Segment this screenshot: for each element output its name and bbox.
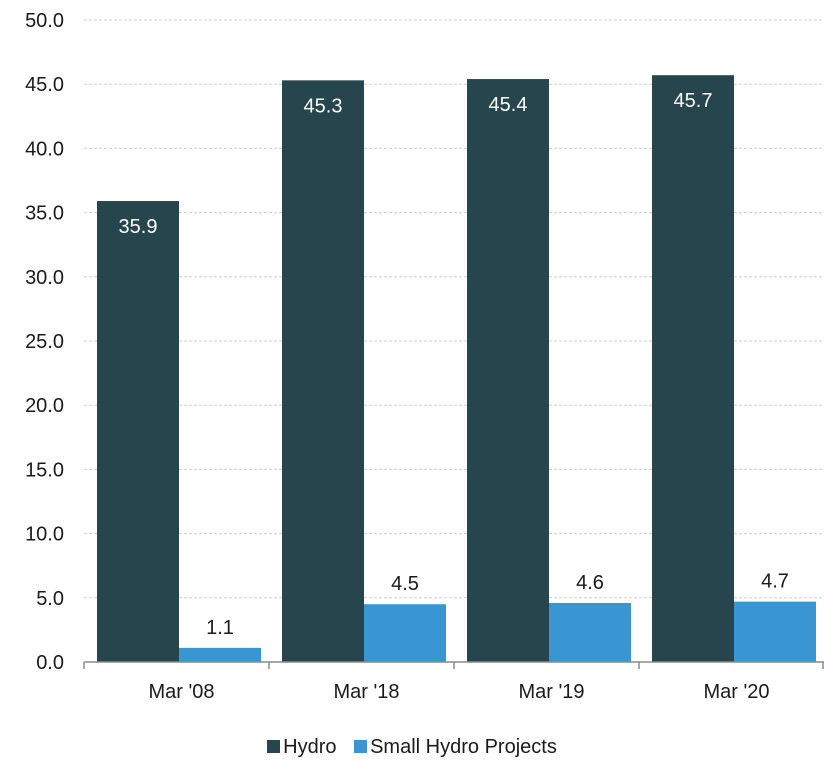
bar-hydro: [652, 75, 734, 663]
bar-hydro: [282, 80, 364, 662]
y-tick-label: 50.0: [25, 10, 64, 32]
legend-swatch-small-hydro-projects: [354, 740, 368, 753]
legend-swatch-hydro: [267, 740, 281, 753]
data-label: 35.9: [119, 216, 158, 238]
legend-label-small-hydro-projects: Small Hydro Projects: [370, 736, 557, 758]
data-label: 45.3: [304, 95, 343, 117]
bar-small-hydro-projects: [179, 647, 261, 662]
bar-hydro: [467, 79, 549, 662]
data-label: 4.5: [391, 573, 419, 595]
data-labels: 35.9 1.1 45.3 4.5 45.4 4.6 45.7 4.7: [119, 90, 789, 639]
bar-small-hydro-projects: [734, 601, 816, 662]
y-tick-label: 45.0: [25, 74, 64, 96]
y-tick-label: 20.0: [25, 395, 64, 417]
y-tick-label: 15.0: [25, 459, 64, 481]
x-axis-tick-labels: Mar '08 Mar '18 Mar '19 Mar '20: [148, 681, 769, 703]
y-tick-label: 25.0: [25, 331, 64, 353]
y-tick-label: 30.0: [25, 267, 64, 289]
data-label: 45.7: [674, 90, 713, 112]
data-label: 4.7: [761, 571, 789, 593]
bar-small-hydro-projects: [364, 604, 446, 662]
x-tick-label: Mar '18: [333, 681, 399, 703]
y-tick-label: 5.0: [36, 588, 64, 610]
bar-small-hydro-projects: [549, 602, 631, 662]
legend-item-hydro: Hydro: [267, 736, 337, 759]
y-tick-label: 35.0: [25, 203, 64, 225]
y-tick-label: 10.0: [25, 524, 64, 546]
legend-item-small-hydro-projects: Small Hydro Projects: [354, 736, 557, 759]
legend: Hydro Small Hydro Projects: [0, 736, 824, 759]
bar-hydro: [97, 201, 179, 662]
legend-label-hydro: Hydro: [283, 736, 337, 758]
y-tick-label: 0.0: [36, 652, 64, 674]
y-axis-tick-labels: 0.0 5.0 10.0 15.0 20.0 25.0 30.0 35.0 40.0 45.0 50…: [25, 10, 64, 674]
x-tick-label: Mar '20: [703, 681, 769, 703]
data-label: 4.6: [576, 572, 604, 594]
y-tick-label: 40.0: [25, 138, 64, 160]
bars: [97, 75, 816, 663]
x-tick-label: Mar '08: [148, 681, 214, 703]
x-axis: [83, 661, 824, 669]
x-tick-label: Mar '19: [518, 681, 584, 703]
data-label: 45.4: [489, 94, 528, 116]
data-label: 1.1: [206, 617, 234, 639]
